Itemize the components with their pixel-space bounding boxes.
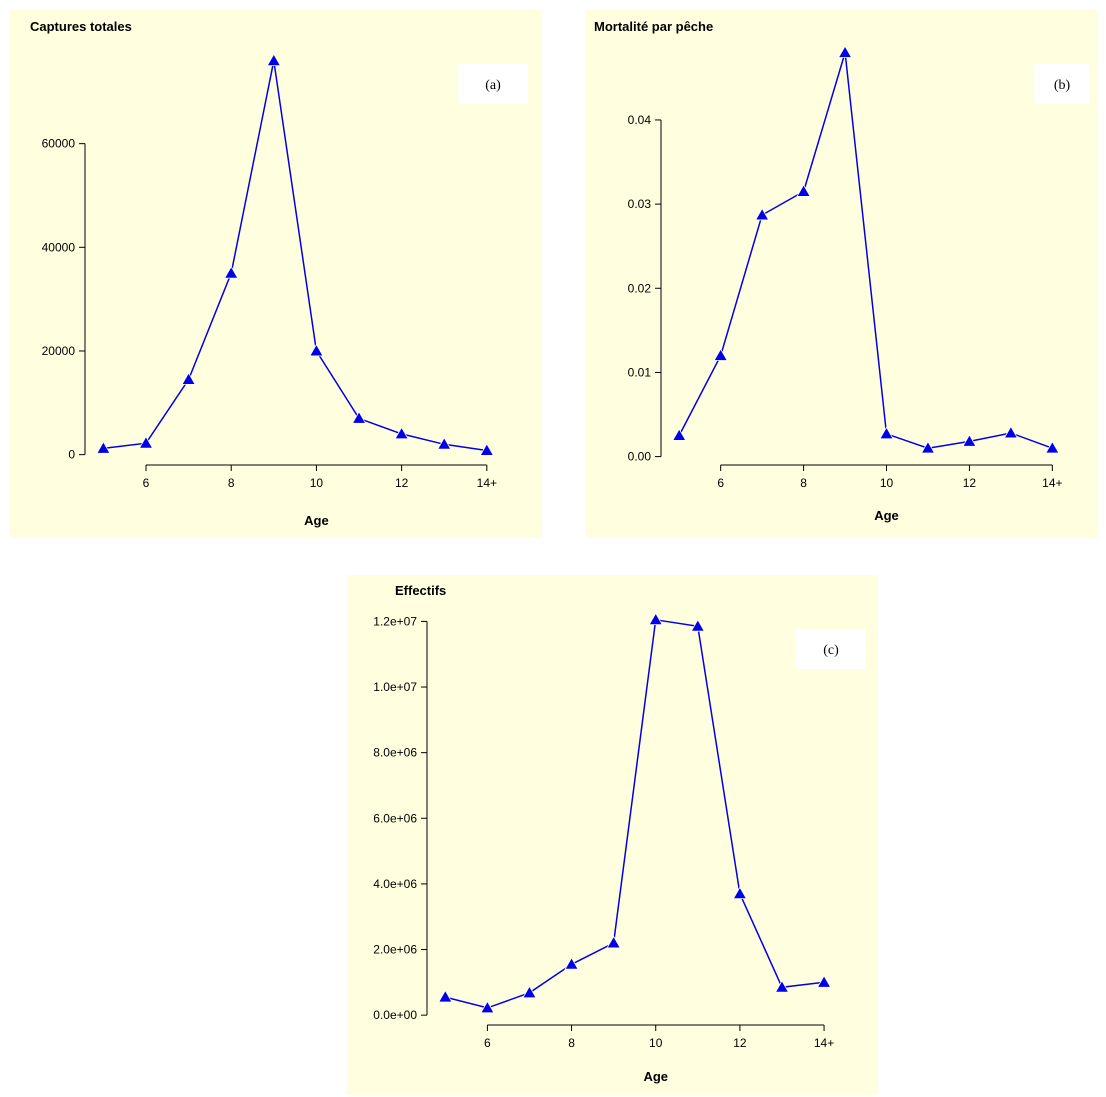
x-tick-label: 8 — [800, 476, 807, 490]
data-point-marker — [438, 989, 453, 1003]
panel-tag-box — [458, 64, 528, 104]
data-point-marker — [837, 45, 853, 58]
data-point-marker — [672, 428, 687, 441]
series-line — [103, 60, 487, 452]
y-tick-label: 0.04 — [628, 113, 652, 127]
x-tick-label: 12 — [963, 476, 977, 490]
data-point-marker — [437, 436, 452, 450]
data-point-marker — [713, 348, 728, 361]
x-tick-label: 14+ — [814, 1036, 834, 1050]
y-tick-label: 0 — [68, 448, 75, 462]
data-point-marker — [920, 440, 936, 454]
data-point-marker — [479, 443, 495, 456]
x-tick-label: 8 — [228, 476, 235, 490]
x-tick-label: 12 — [395, 476, 409, 490]
chart-title: Mortalité par pêche — [594, 19, 713, 34]
data-point-marker — [351, 411, 367, 424]
x-tick-label: 8 — [568, 1036, 575, 1050]
data-point-marker — [962, 434, 977, 447]
data-point-marker — [690, 619, 706, 632]
y-tick-label: 20000 — [42, 344, 76, 358]
data-point-marker — [754, 207, 770, 221]
chart-panel-c: Effectifs 0.0e+00 2.0e+06 4.0e+06 6.0e+06 8.0… — [347, 575, 878, 1095]
chart-panel-b: Mortalité par pêche 0.00 0.01 0.02 0.03 0.04 6… — [586, 10, 1098, 538]
chart-c-svg: Effectifs 0.0e+00 2.0e+06 4.0e+06 6.0e+06 8.0… — [373, 583, 866, 1084]
panel-tag-box — [796, 629, 866, 669]
panel-tag-label: (b) — [1054, 78, 1071, 93]
x-tick-label: 14+ — [1042, 476, 1062, 490]
panel-tag-box — [1034, 64, 1090, 104]
data-point-marker — [1045, 440, 1060, 454]
y-tick-label: 0.01 — [628, 365, 652, 379]
y-tick-label: 0.0e+00 — [373, 1008, 417, 1022]
data-point-marker — [879, 426, 894, 440]
x-axis-label: Age — [304, 513, 329, 528]
y-tick-label: 8.0e+06 — [373, 746, 417, 760]
y-tick-label: 0.02 — [628, 281, 652, 295]
chart-a-svg: Captures totales 0 20000 40000 60000 6 8 10 12 14… — [30, 19, 528, 528]
data-point-marker — [606, 935, 621, 949]
y-tick-label: 2.0e+06 — [373, 943, 417, 957]
panel-tag-label: (a) — [485, 78, 501, 93]
x-axis-label: Age — [874, 508, 899, 523]
y-tick-label: 40000 — [42, 240, 76, 254]
data-point-marker — [394, 426, 409, 440]
chart-title: Effectifs — [395, 583, 446, 598]
panel-tag-label: (c) — [823, 643, 839, 658]
data-point-marker — [224, 265, 239, 279]
x-tick-label: 12 — [733, 1036, 747, 1050]
x-tick-label: 6 — [717, 476, 724, 490]
data-point-marker — [648, 612, 663, 626]
y-tick-label: 4.0e+06 — [373, 877, 417, 891]
x-tick-label: 14+ — [477, 476, 497, 490]
data-point-marker — [181, 372, 196, 385]
x-tick-label: 10 — [649, 1036, 663, 1050]
chart-title: Captures totales — [30, 19, 132, 34]
data-point-marker — [774, 979, 790, 993]
data-point-marker — [138, 435, 154, 449]
data-point-marker — [480, 1000, 495, 1014]
y-tick-label: 0.03 — [628, 197, 652, 211]
data-point-marker — [564, 956, 579, 970]
data-point-marker — [522, 985, 537, 999]
data-point-marker — [796, 184, 811, 197]
series-line — [678, 52, 1053, 449]
y-tick-label: 0.00 — [628, 450, 652, 464]
y-tick-label: 60000 — [42, 137, 76, 151]
x-tick-label: 10 — [310, 476, 324, 490]
data-point-marker — [816, 975, 832, 988]
x-tick-label: 6 — [143, 476, 150, 490]
chart-b-svg: Mortalité par pêche 0.00 0.01 0.02 0.03 0.04 6… — [594, 19, 1090, 523]
data-point-marker — [96, 441, 111, 454]
y-tick-label: 1.2e+07 — [373, 614, 417, 628]
data-point-marker — [309, 343, 324, 357]
chart-panel-a: Captures totales 0 20000 40000 60000 6 8 10 12 14… — [10, 10, 542, 538]
x-tick-label: 6 — [484, 1036, 491, 1050]
x-tick-label: 10 — [880, 476, 894, 490]
data-point-marker — [732, 886, 748, 900]
y-tick-label: 1.0e+07 — [373, 680, 417, 694]
data-point-marker — [266, 53, 281, 67]
x-axis-label: Age — [643, 1069, 668, 1084]
data-point-marker — [1003, 425, 1019, 439]
series-line — [445, 618, 825, 1009]
y-tick-label: 6.0e+06 — [373, 811, 417, 825]
